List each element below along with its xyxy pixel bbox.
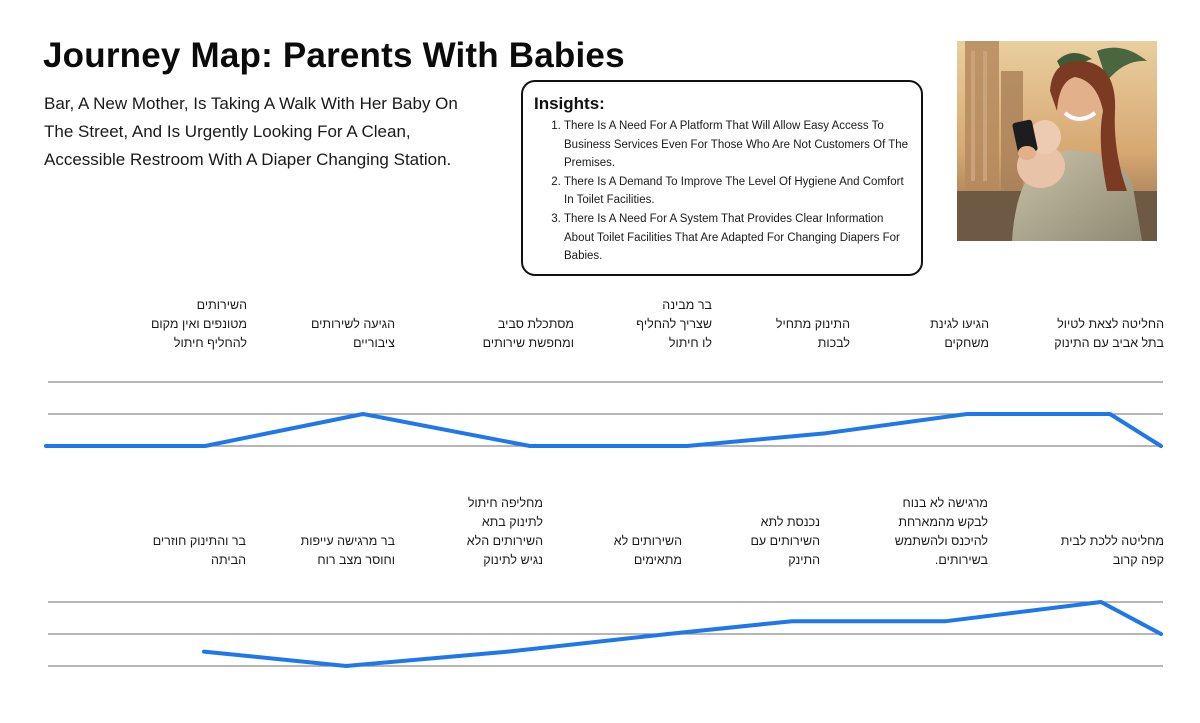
- journey-bottom-step-5: מחליפה חיתול לתינוק בתא השירותים הלא נגי…: [466, 496, 543, 567]
- journey-top-step-5: מסתכלת סביב ומחפשת שירותים: [482, 317, 574, 350]
- scenario-description: Bar, A New Mother, Is Taking A Walk With…: [44, 90, 514, 174]
- journey-bottom-step-2: מרגישה לא בנוח לבקש מהמארחת להיכנס ולהשת…: [894, 496, 988, 567]
- journey-top-step-6: הגיעה לשירותים ציבוריים: [310, 317, 395, 350]
- journey-top-step-3: התינוק מתחיל לבכות: [775, 317, 850, 350]
- scenario-line: Bar, A New Mother, Is Taking A Walk With…: [44, 94, 458, 113]
- journey-top-emotion-chart: [44, 381, 1163, 448]
- bottom-emotion-line: [202, 600, 1163, 668]
- journey-bottom-step-1: מחליטה ללכת לבית קפה קרוב: [1060, 534, 1164, 567]
- insights-list: There Is A Need For A Platform That Will…: [534, 117, 909, 266]
- top-emotion-line: [44, 412, 1163, 448]
- journey-top-step-2: הגיעו לגינת משחקים: [930, 317, 989, 350]
- insights-box: Insights: There Is A Need For A Platform…: [521, 80, 923, 276]
- journey-top-step-4: בר מבינה שצריך להחליף לו חיתול: [636, 298, 712, 350]
- insight-item: There Is A Need For A System That Provid…: [564, 210, 909, 266]
- page-title: Journey Map: Parents With Babies: [43, 36, 625, 75]
- mother-with-baby-photo: [957, 41, 1157, 241]
- journey-top-step-7: השירותים מטונפים ואין מקום להחליף חיתול: [150, 298, 247, 350]
- journey-bottom-step-3: נכנסת לתא השירותים עם התינק: [750, 515, 820, 567]
- insights-title: Insights:: [534, 94, 605, 113]
- insight-item: There Is A Need For A Platform That Will…: [564, 117, 909, 173]
- journey-bottom-step-6: בר מרגישה עייפות וחוסר מצב רוח: [300, 534, 395, 567]
- journey-top-step-1: החליטה לצאת לטיול בתל אביב עם התינוק: [1054, 317, 1164, 350]
- journey-bottom-step-4: השירותים לא מתאימים: [613, 534, 682, 567]
- journey-bottom-step-7: בר והתינוק חוזרים הביתה: [152, 534, 246, 567]
- journey-bottom-emotion-chart: [48, 600, 1163, 668]
- scenario-line: The Street, And Is Urgently Looking For …: [44, 122, 411, 141]
- insight-item: There Is A Demand To Improve The Level O…: [564, 173, 909, 210]
- scenario-line: Accessible Restroom With A Diaper Changi…: [44, 150, 452, 169]
